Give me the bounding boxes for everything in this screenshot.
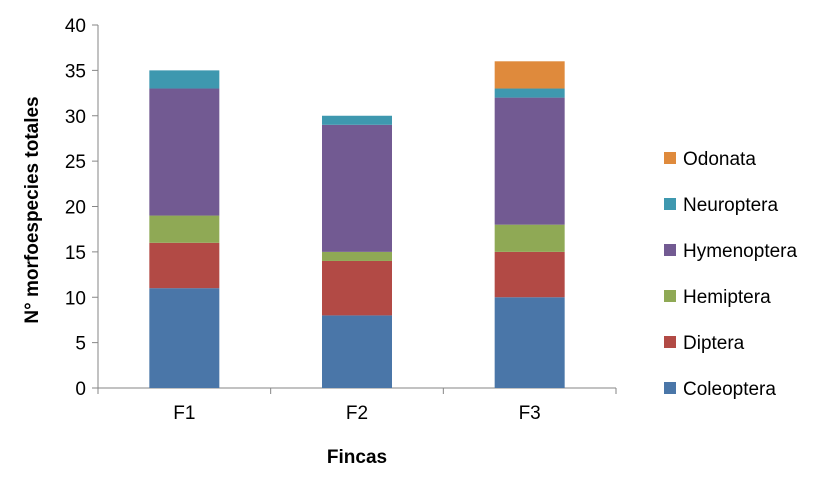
bar-segment-diptera-f2 bbox=[322, 260, 392, 316]
legend: Odonata Neuroptera Hymenoptera Hemiptera Dip… bbox=[664, 149, 797, 400]
bar-segment-hymenoptera-f1 bbox=[149, 88, 220, 216]
x-tick-label: F1 bbox=[173, 403, 195, 424]
y-axis: 0 5 10 15 20 25 30 35 40 bbox=[65, 16, 99, 400]
legend-swatch-odonata bbox=[664, 152, 676, 164]
y-tick-label: 5 bbox=[75, 334, 86, 355]
y-tick-label: 25 bbox=[65, 152, 86, 173]
y-tick-label: 40 bbox=[65, 16, 86, 37]
y-tick-label: 20 bbox=[65, 198, 86, 219]
legend-label-coleoptera: Coleoptera bbox=[683, 379, 776, 400]
legend-label-hymenoptera: Hymenoptera bbox=[683, 241, 797, 262]
x-tick-label: F3 bbox=[519, 403, 541, 424]
legend-swatch-neuroptera bbox=[664, 198, 676, 210]
bar-segment-neuroptera-f3 bbox=[494, 88, 565, 98]
bar-segment-hemiptera-f1 bbox=[149, 215, 220, 243]
x-axis-title: Fincas bbox=[327, 447, 387, 468]
legend-label-diptera: Diptera bbox=[683, 333, 745, 354]
y-tick-label: 10 bbox=[65, 288, 86, 309]
y-tick-label: 30 bbox=[65, 107, 86, 128]
y-tick-label: 0 bbox=[75, 379, 86, 400]
bar-segment-diptera-f3 bbox=[494, 251, 565, 298]
bar-segment-odonata-f3 bbox=[494, 61, 565, 89]
bar-segment-diptera-f1 bbox=[149, 242, 220, 289]
bar-segment-coleoptera-f2 bbox=[322, 315, 392, 388]
legend-label-hemiptera: Hemiptera bbox=[683, 287, 771, 308]
legend-swatch-hemiptera bbox=[664, 290, 676, 302]
y-axis-title: N° morfoespecies totales bbox=[22, 96, 43, 323]
bar-segment-coleoptera-f3 bbox=[494, 297, 565, 388]
legend-label-neuroptera: Neuroptera bbox=[683, 195, 778, 216]
x-axis: F1 F2 F3 bbox=[97, 387, 617, 424]
bar-segment-coleoptera-f1 bbox=[149, 288, 220, 388]
legend-swatch-diptera bbox=[664, 336, 676, 348]
y-tick-label: 15 bbox=[65, 243, 86, 264]
bar-segment-hymenoptera-f2 bbox=[322, 124, 392, 252]
bar-segment-hemiptera-f2 bbox=[322, 251, 392, 261]
bar-segment-neuroptera-f1 bbox=[149, 70, 220, 89]
legend-swatch-coleoptera bbox=[664, 382, 676, 394]
legend-label-odonata: Odonata bbox=[683, 149, 756, 170]
bar-segment-neuroptera-f2 bbox=[322, 115, 392, 125]
bar-segment-hemiptera-f3 bbox=[494, 224, 565, 252]
bars bbox=[149, 61, 565, 388]
y-tick-label: 35 bbox=[65, 61, 86, 82]
x-tick-label: F2 bbox=[346, 403, 368, 424]
legend-swatch-hymenoptera bbox=[664, 244, 676, 256]
bar-segment-hymenoptera-f3 bbox=[494, 97, 565, 225]
